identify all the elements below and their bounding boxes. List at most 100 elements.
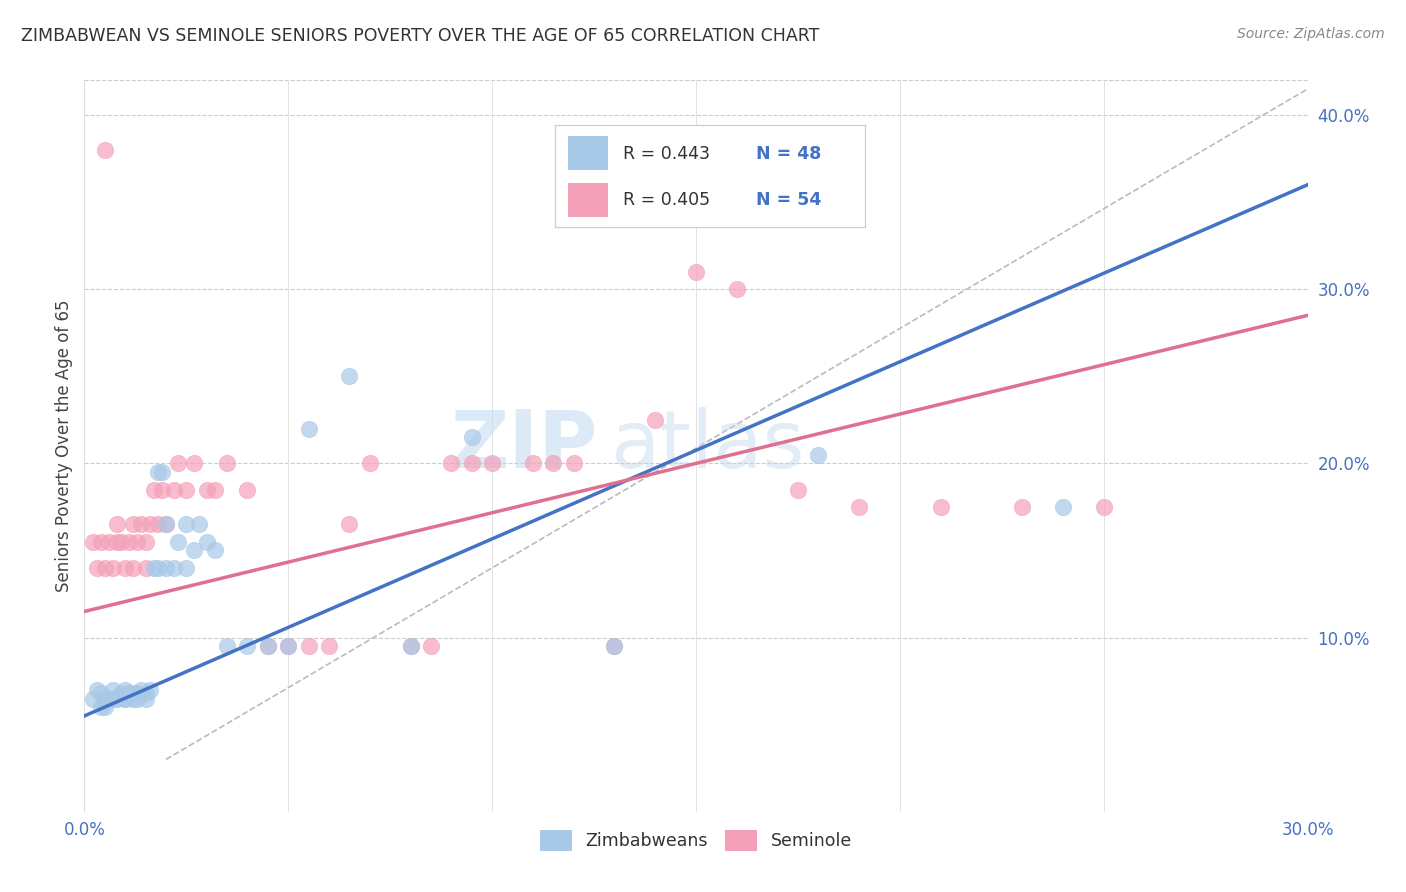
Point — [195, 534, 218, 549]
Point — [127, 691, 149, 706]
Point — [90, 686, 112, 700]
Point — [183, 543, 205, 558]
Point — [142, 561, 165, 575]
Point — [298, 640, 321, 654]
Point — [105, 517, 128, 532]
Point — [174, 561, 197, 575]
Point — [163, 561, 186, 575]
Point — [146, 465, 169, 479]
FancyBboxPatch shape — [568, 184, 607, 218]
FancyBboxPatch shape — [568, 136, 607, 170]
Point — [131, 682, 153, 697]
Point — [90, 534, 112, 549]
Point — [146, 517, 169, 532]
Point — [122, 686, 145, 700]
Text: ZIP: ZIP — [451, 407, 598, 485]
Point — [142, 483, 165, 497]
Text: N = 54: N = 54 — [756, 191, 821, 209]
Point — [298, 421, 321, 435]
Point — [807, 448, 830, 462]
Point — [236, 483, 259, 497]
Point — [93, 691, 115, 706]
Point — [183, 457, 205, 471]
Point — [101, 561, 124, 575]
Point — [339, 369, 361, 384]
Point — [257, 640, 280, 654]
Point — [359, 457, 381, 471]
Point — [522, 457, 544, 471]
Text: R = 0.405: R = 0.405 — [623, 191, 710, 209]
Point — [848, 500, 870, 514]
Point — [105, 691, 128, 706]
Point — [101, 691, 124, 706]
Point — [118, 534, 141, 549]
Point — [725, 282, 748, 296]
Point — [93, 143, 115, 157]
Point — [131, 517, 153, 532]
Y-axis label: Seniors Poverty Over the Age of 65: Seniors Poverty Over the Age of 65 — [55, 300, 73, 592]
Point — [101, 682, 124, 697]
Point — [440, 457, 463, 471]
Point — [174, 517, 197, 532]
Point — [105, 534, 128, 549]
Point — [122, 561, 145, 575]
Point — [167, 457, 190, 471]
Point — [155, 561, 177, 575]
Point — [685, 265, 707, 279]
Point — [236, 640, 259, 654]
Point — [90, 700, 112, 714]
Point — [481, 457, 503, 471]
Point — [86, 682, 108, 697]
Point — [118, 686, 141, 700]
Point — [644, 413, 666, 427]
Text: Source: ZipAtlas.com: Source: ZipAtlas.com — [1237, 27, 1385, 41]
Point — [135, 691, 157, 706]
Point — [114, 691, 136, 706]
Point — [1092, 500, 1115, 514]
Point — [97, 534, 120, 549]
Text: atlas: atlas — [610, 407, 804, 485]
Point — [217, 457, 239, 471]
Text: N = 48: N = 48 — [756, 145, 821, 162]
Point — [122, 517, 145, 532]
Point — [135, 534, 157, 549]
Point — [195, 483, 218, 497]
Point — [217, 640, 239, 654]
Point — [461, 457, 484, 471]
Point — [110, 534, 132, 549]
Point — [399, 640, 422, 654]
Point — [97, 691, 120, 706]
Point — [318, 640, 340, 654]
Point — [155, 517, 177, 532]
Point — [127, 686, 149, 700]
Point — [135, 561, 157, 575]
Point — [1011, 500, 1033, 514]
Point — [150, 483, 173, 497]
Point — [174, 483, 197, 497]
Point — [114, 561, 136, 575]
Text: R = 0.443: R = 0.443 — [623, 145, 710, 162]
Point — [204, 483, 226, 497]
Point — [277, 640, 299, 654]
Point — [257, 640, 280, 654]
Point — [163, 483, 186, 497]
Point — [603, 640, 626, 654]
Point — [110, 686, 132, 700]
Point — [82, 691, 104, 706]
Point — [603, 640, 626, 654]
Point — [155, 517, 177, 532]
Point — [787, 483, 810, 497]
Point — [93, 700, 115, 714]
Point — [146, 561, 169, 575]
Point — [150, 465, 173, 479]
Point — [114, 682, 136, 697]
Point — [461, 430, 484, 444]
Legend: Zimbabweans, Seminole: Zimbabweans, Seminole — [533, 822, 859, 858]
Point — [138, 517, 160, 532]
Point — [929, 500, 952, 514]
Point — [562, 457, 585, 471]
Point — [339, 517, 361, 532]
Point — [138, 682, 160, 697]
Point — [277, 640, 299, 654]
Point — [82, 534, 104, 549]
